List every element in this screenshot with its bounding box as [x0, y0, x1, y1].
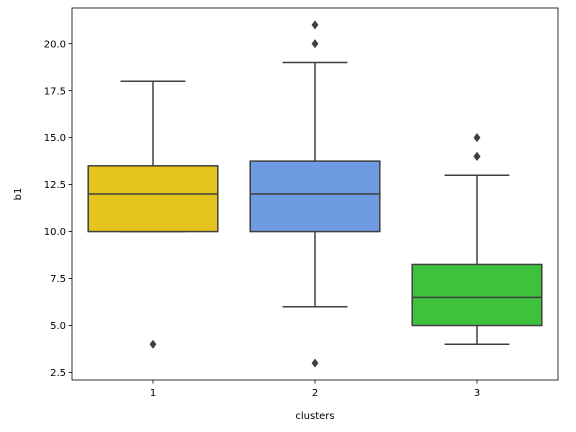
y-tick-label: 20.0 — [44, 39, 66, 50]
y-tick-label: 15.0 — [44, 133, 66, 144]
y-tick-label: 5.0 — [50, 321, 66, 332]
plot-area — [87, 20, 543, 368]
outlier-point — [311, 39, 319, 49]
box-group-1 — [87, 80, 219, 349]
y-tick-label: 12.5 — [44, 180, 66, 191]
box-group-3 — [411, 133, 543, 346]
box — [87, 165, 219, 233]
outlier-point — [473, 133, 481, 143]
outlier-point — [311, 20, 319, 30]
y-tick-label: 10.0 — [44, 227, 66, 238]
box-group-2 — [249, 20, 381, 368]
y-tick-label: 7.5 — [50, 274, 66, 285]
box — [411, 263, 543, 327]
y-tick-label: 17.5 — [44, 86, 66, 97]
x-tick-label: 1 — [150, 388, 156, 399]
outlier-point — [473, 151, 481, 162]
outlier-point — [149, 339, 157, 349]
outlier-point — [311, 358, 319, 368]
y-axis-title: b1 — [13, 188, 24, 201]
x-axis-title: clusters — [295, 411, 334, 422]
y-tick-label: 2.5 — [50, 368, 66, 379]
x-tick-label: 2 — [312, 388, 318, 399]
box — [249, 160, 381, 233]
x-tick-label: 3 — [474, 388, 480, 399]
axes: 2.5 5.0 7.5 10.0 12.5 15.0 17.5 20.0 1 2 3 — [44, 7, 559, 399]
